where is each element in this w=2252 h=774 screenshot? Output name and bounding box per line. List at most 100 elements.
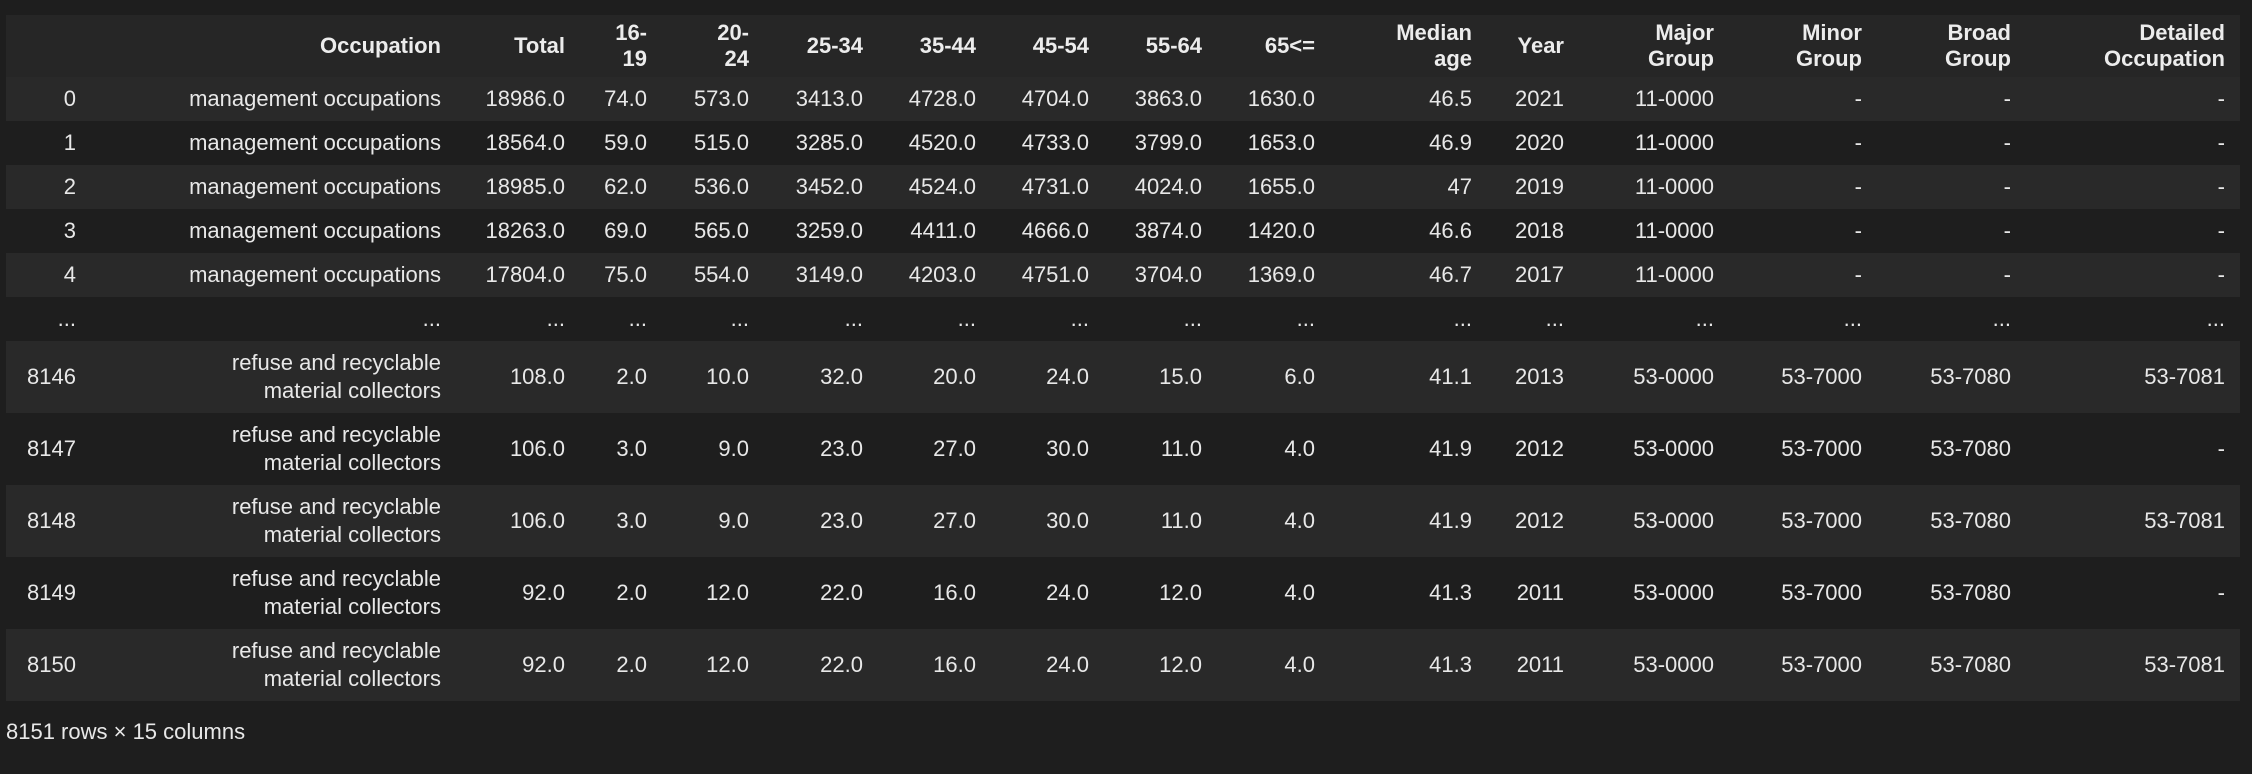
table-cell: ... bbox=[1843, 306, 1862, 331]
table-cell: - bbox=[2217, 86, 2225, 111]
table-cell: ... bbox=[1183, 306, 1202, 331]
table-row: 8146 refuse and recyclable material collec… bbox=[6, 341, 2240, 413]
table-cell: ... bbox=[1070, 306, 1089, 331]
table-row: 3 management occupations 18263.0 69.0 565.0 3… bbox=[6, 209, 2240, 253]
table-cell: 11-0000 bbox=[1634, 218, 1714, 243]
table-cell: 11-0000 bbox=[1634, 86, 1714, 111]
table-cell: 53-7080 bbox=[1930, 580, 2011, 605]
table-cell: - bbox=[1854, 86, 1862, 111]
table-cell: 53-7000 bbox=[1781, 508, 1862, 533]
table-cell: 30.0 bbox=[1046, 508, 1089, 533]
table-cell: - bbox=[2217, 262, 2225, 287]
table-cell: 3149.0 bbox=[795, 262, 863, 287]
table-cell: 3874.0 bbox=[1134, 218, 1202, 243]
table-cell: ... bbox=[957, 306, 976, 331]
column-header: 45-54 bbox=[1032, 33, 1089, 58]
table-cell: 573.0 bbox=[693, 86, 749, 111]
table-cell: 53-7081 bbox=[2144, 508, 2225, 533]
table-cell: 106.0 bbox=[509, 436, 565, 461]
table-cell: ... bbox=[1296, 306, 1315, 331]
table-cell: 4.0 bbox=[1284, 508, 1315, 533]
table-cell: 18263.0 bbox=[485, 218, 565, 243]
table-cell: 27.0 bbox=[933, 436, 976, 461]
table-cell: 41.3 bbox=[1429, 580, 1472, 605]
dataframe-shape-summary: 8151 rows × 15 columns bbox=[6, 719, 246, 744]
table-cell: 12.0 bbox=[1159, 652, 1202, 677]
row-index: 8149 bbox=[27, 580, 76, 605]
table-cell: 4024.0 bbox=[1134, 174, 1202, 199]
table-cell: 12.0 bbox=[706, 652, 749, 677]
table-cell: 23.0 bbox=[820, 436, 863, 461]
column-header: Median age bbox=[1396, 20, 1472, 71]
table-cell: 2019 bbox=[1515, 174, 1564, 199]
table-cell: - bbox=[2217, 130, 2225, 155]
table-row: 1 management occupations 18564.0 59.0 515.0 3… bbox=[6, 121, 2240, 165]
table-cell: 53-7000 bbox=[1781, 364, 1862, 389]
table-cell: 2.0 bbox=[616, 652, 647, 677]
column-header: Occupation bbox=[319, 33, 441, 58]
column-header: Year bbox=[1517, 33, 1565, 58]
table-cell: 4704.0 bbox=[1021, 86, 1089, 111]
table-cell: - bbox=[2003, 130, 2011, 155]
table-cell: 75.0 bbox=[604, 262, 647, 287]
table-cell: management occupations bbox=[189, 174, 441, 199]
table-cell: 10.0 bbox=[706, 364, 749, 389]
column-header: Major Group bbox=[1648, 20, 1714, 71]
table-cell: 3285.0 bbox=[795, 130, 863, 155]
table-cell: 18564.0 bbox=[485, 130, 565, 155]
column-header: 55-64 bbox=[1145, 33, 1202, 58]
table-cell: refuse and recyclable material collectors bbox=[231, 422, 441, 475]
table-cell: 108.0 bbox=[509, 364, 565, 389]
table-cell: 46.6 bbox=[1429, 218, 1472, 243]
table-cell: 41.9 bbox=[1429, 508, 1472, 533]
table-cell: 2011 bbox=[1516, 580, 1564, 605]
table-cell: 3.0 bbox=[616, 436, 647, 461]
table-cell: 15.0 bbox=[1159, 364, 1202, 389]
table-row: 2 management occupations 18985.0 62.0 536.0 3… bbox=[6, 165, 2240, 209]
table-cell: - bbox=[1854, 130, 1862, 155]
table-cell: 3452.0 bbox=[795, 174, 863, 199]
table-cell: 106.0 bbox=[509, 508, 565, 533]
table-cell: ... bbox=[1545, 306, 1564, 331]
row-index: 8147 bbox=[27, 436, 76, 461]
table-cell: 53-7080 bbox=[1930, 364, 2011, 389]
table-cell: 53-7000 bbox=[1781, 652, 1862, 677]
table-cell: refuse and recyclable material collectors bbox=[231, 494, 441, 547]
table-cell: 12.0 bbox=[1159, 580, 1202, 605]
table-cell: 41.9 bbox=[1429, 436, 1472, 461]
table-cell: 27.0 bbox=[933, 508, 976, 533]
table-row: 8149 refuse and recyclable material collec… bbox=[6, 557, 2240, 629]
table-cell: 4666.0 bbox=[1021, 218, 1089, 243]
table-cell: - bbox=[2217, 580, 2225, 605]
table-cell: 6.0 bbox=[1284, 364, 1315, 389]
table-cell: 1420.0 bbox=[1247, 218, 1315, 243]
row-index: 0 bbox=[63, 86, 76, 111]
index-header bbox=[6, 15, 90, 77]
table-cell: refuse and recyclable material collectors bbox=[231, 350, 441, 403]
row-index: 1 bbox=[63, 130, 76, 155]
row-index: 2 bbox=[63, 174, 76, 199]
table-cell: 24.0 bbox=[1046, 580, 1089, 605]
column-header: 65<= bbox=[1264, 33, 1315, 58]
table-cell: 53-7000 bbox=[1781, 580, 1862, 605]
table-cell: 24.0 bbox=[1046, 652, 1089, 677]
table-cell: 2012 bbox=[1515, 508, 1564, 533]
table-row: 4 management occupations 17804.0 75.0 554.0 3… bbox=[6, 253, 2240, 297]
table-cell: 2011 bbox=[1516, 652, 1564, 677]
table-cell: 18985.0 bbox=[485, 174, 565, 199]
table-header-row: Occupation Total 16- 19 20- 24 25-34 35-44 45-54… bbox=[6, 15, 2240, 77]
table-cell: 17804.0 bbox=[485, 262, 565, 287]
table-cell: 1653.0 bbox=[1247, 130, 1315, 155]
table-cell: ... bbox=[1453, 306, 1472, 331]
table-cell: - bbox=[2003, 86, 2011, 111]
table-cell: - bbox=[2003, 174, 2011, 199]
table-cell: 69.0 bbox=[604, 218, 647, 243]
table-cell: 3863.0 bbox=[1134, 86, 1202, 111]
table-cell: 62.0 bbox=[604, 174, 647, 199]
table-cell: ... bbox=[2206, 306, 2225, 331]
table-cell: 9.0 bbox=[718, 436, 749, 461]
dataframe-table: Occupation Total 16- 19 20- 24 25-34 35-44 45-54… bbox=[6, 15, 2240, 701]
table-cell: 53-7081 bbox=[2144, 364, 2225, 389]
table-cell: 4731.0 bbox=[1021, 174, 1089, 199]
table-cell: 2020 bbox=[1515, 130, 1564, 155]
